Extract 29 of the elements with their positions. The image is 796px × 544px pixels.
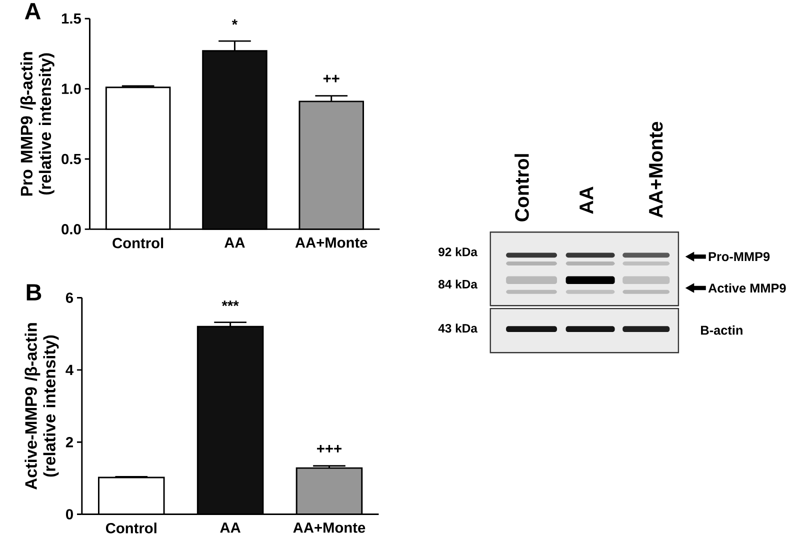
text: AA — [580, 186, 594, 214]
y-tick-label: 0.5 — [62, 154, 81, 164]
y-tick-label: 4 — [66, 365, 74, 376]
chart-title: A — [24, 3, 41, 20]
y-tick-label: 0.0 — [62, 224, 81, 235]
x-tick-label: AA — [224, 238, 245, 248]
x-tick-label: AA — [220, 522, 240, 533]
y-tick-label: 2 — [66, 437, 73, 448]
chart-title: B — [26, 284, 42, 301]
annotation: +++ — [317, 445, 342, 453]
annotation: ++ — [323, 75, 340, 82]
text: 84 kDa — [438, 280, 478, 289]
text: B-actin — [701, 326, 742, 335]
y-tick-label: 6 — [66, 292, 74, 304]
annotation: *** — [222, 300, 239, 306]
text: Active MMP9 — [708, 283, 786, 293]
y-axis-title: Pro MMP9 /β-actin (relative intensity) — [20, 52, 54, 196]
text: 43 kDa — [438, 324, 478, 333]
y-tick-label: 1.5 — [62, 14, 81, 24]
y-tick-label: 0 — [66, 509, 73, 520]
annotation: * — [232, 20, 238, 25]
x-tick-label: Control — [106, 522, 156, 534]
y-tick-label: 1.0 — [62, 84, 81, 94]
x-tick-label: AA+Monte — [293, 522, 366, 533]
text: 92 kDa — [438, 247, 478, 256]
x-tick-label: AA+Monte — [295, 238, 368, 248]
text: Pro-MMP9 — [708, 252, 770, 262]
y-axis-title: Active-MMP9 /β-actin (relative intensity) — [24, 323, 59, 490]
x-tick-label: Control — [112, 238, 164, 248]
